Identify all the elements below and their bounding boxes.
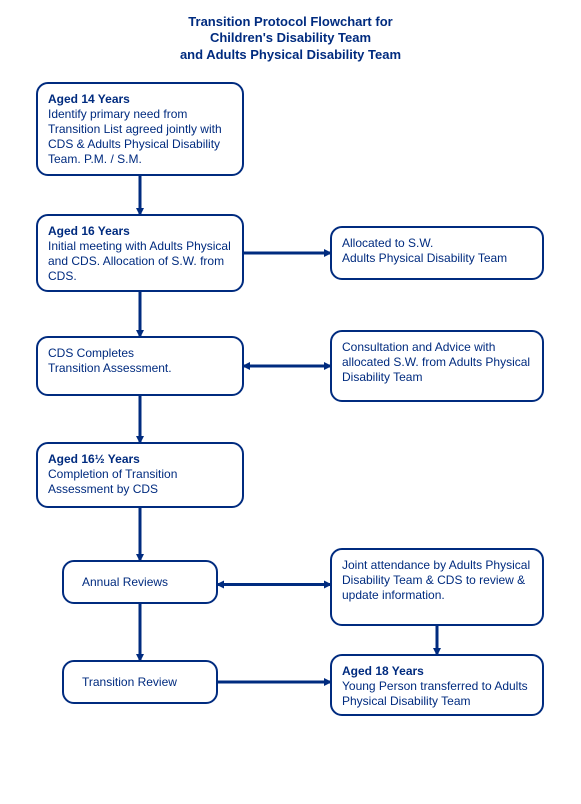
title-line1: Transition Protocol Flowchart for [0, 14, 581, 30]
node-body: Transition Review [82, 675, 177, 690]
node-body: Completion of Transition Assessment by C… [48, 467, 177, 496]
flow-node-n2: Aged 16 YearsInitial meeting with Adults… [36, 214, 244, 292]
node-body: Consultation and Advice with allocated S… [342, 340, 530, 384]
node-body: Identify primary need from Transition Li… [48, 107, 222, 166]
title-line3: and Adults Physical Disability Team [0, 47, 581, 63]
node-body: Initial meeting with Adults Physical and… [48, 239, 231, 283]
node-body: Joint attendance by Adults Physical Disa… [342, 558, 530, 602]
title-line2: Children's Disability Team [0, 30, 581, 46]
flow-node-n1: Aged 14 YearsIdentify primary need from … [36, 82, 244, 176]
flow-node-n6: Transition Review [62, 660, 218, 704]
flowchart-canvas: Transition Protocol Flowchart for Childr… [0, 0, 581, 804]
flow-node-r1: Allocated to S.W.Adults Physical Disabil… [330, 226, 544, 280]
node-heading: Aged 16½ Years [48, 452, 140, 466]
node-body: Annual Reviews [82, 575, 168, 590]
node-body: Allocated to S.W.Adults Physical Disabil… [342, 236, 507, 265]
node-body: CDS CompletesTransition Assessment. [48, 346, 172, 375]
node-heading: Aged 18 Years [342, 664, 424, 678]
page-title: Transition Protocol Flowchart for Childr… [0, 14, 581, 63]
flow-node-r3: Joint attendance by Adults Physical Disa… [330, 548, 544, 626]
flow-node-n3: CDS CompletesTransition Assessment. [36, 336, 244, 396]
flow-node-r4: Aged 18 YearsYoung Person transferred to… [330, 654, 544, 716]
node-body: Young Person transferred to Adults Physi… [342, 679, 528, 708]
node-heading: Aged 16 Years [48, 224, 130, 238]
flow-node-n4: Aged 16½ YearsCompletion of Transition A… [36, 442, 244, 508]
flow-node-r2: Consultation and Advice with allocated S… [330, 330, 544, 402]
flow-node-n5: Annual Reviews [62, 560, 218, 604]
node-heading: Aged 14 Years [48, 92, 130, 106]
